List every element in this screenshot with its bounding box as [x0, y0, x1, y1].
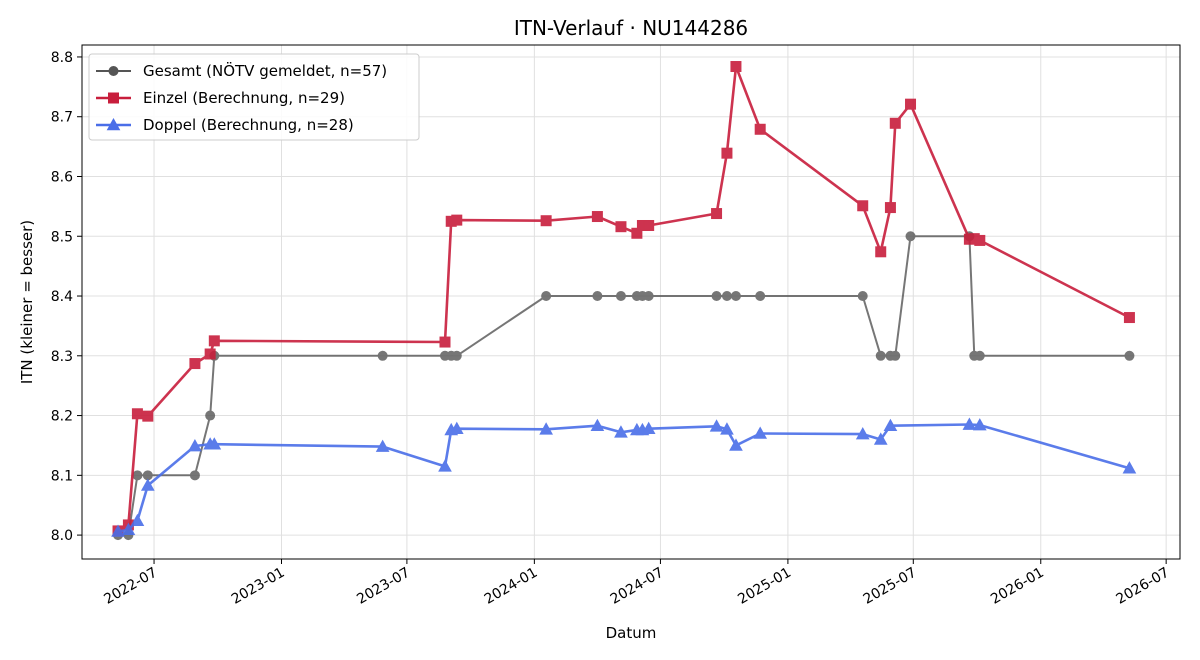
data-point: [142, 410, 154, 422]
y-tick-label: 8.4: [51, 289, 73, 305]
legend-entry: Einzel (Berechnung, n=29): [96, 89, 345, 107]
data-point: [189, 470, 200, 481]
data-point: [974, 234, 986, 246]
legend-entry: Gesamt (NÖTV gemeldet, n=57): [96, 61, 387, 80]
legend: Gesamt (NÖTV gemeldet, n=57) Einzel (Bere…: [88, 53, 420, 141]
data-point: [974, 350, 985, 361]
series-layer: [111, 61, 1137, 541]
data-point: [754, 123, 766, 135]
y-tick-label: 8.1: [51, 468, 73, 484]
data-point: [204, 348, 216, 360]
data-point: [121, 522, 136, 536]
legend-label: Einzel (Berechnung, n=29): [143, 89, 345, 107]
data-point: [720, 422, 734, 435]
data-point: [591, 211, 603, 223]
data-point: [709, 419, 724, 432]
data-point: [905, 231, 916, 242]
data-point: [140, 478, 155, 491]
data-point: [131, 408, 143, 420]
data-point: [643, 291, 654, 302]
data-point: [890, 350, 901, 361]
data-point: [711, 208, 723, 220]
x-axis-label: Datum: [606, 624, 657, 642]
data-point: [451, 214, 463, 226]
data-point: [883, 418, 898, 432]
data-point: [541, 291, 552, 302]
data-point: [592, 291, 603, 302]
data-point: [439, 336, 451, 348]
data-point: [207, 437, 222, 450]
y-tick-label: 8.7: [51, 110, 73, 126]
data-point: [590, 418, 605, 432]
data-point: [188, 439, 202, 452]
data-point: [205, 410, 216, 421]
data-point: [873, 432, 888, 445]
data-point: [730, 291, 741, 302]
chart-title: ITN-Verlauf · NU144286: [514, 16, 748, 40]
y-tick-label: 8.6: [51, 169, 73, 185]
data-point: [962, 417, 977, 430]
data-point: [643, 219, 655, 231]
data-point: [857, 291, 868, 302]
legend-marker: [106, 117, 121, 131]
data-point: [721, 147, 733, 159]
data-point: [755, 291, 766, 302]
data-point: [111, 524, 125, 537]
data-point: [972, 418, 987, 431]
data-point: [438, 459, 452, 472]
data-point: [614, 425, 628, 438]
y-axis-label: ITN (kleiner = besser): [18, 220, 36, 384]
legend-box: [88, 53, 420, 141]
legend-entry: Doppel (Berechnung, n=28): [96, 116, 354, 134]
legend-marker: [108, 92, 119, 104]
data-point: [451, 350, 462, 361]
data-point: [729, 438, 743, 451]
data-point: [857, 200, 869, 212]
data-point: [730, 61, 742, 73]
data-point: [905, 98, 917, 110]
data-point: [189, 358, 201, 370]
data-point: [208, 335, 220, 347]
y-tick-label: 8.2: [51, 409, 73, 425]
data-point: [615, 291, 626, 302]
data-point: [539, 422, 553, 435]
data-point: [889, 117, 901, 129]
data-point: [132, 470, 143, 481]
series-doppel: [111, 417, 1137, 537]
data-point: [884, 202, 896, 214]
y-tick-label: 8.8: [51, 50, 73, 66]
legend-marker: [108, 66, 119, 76]
data-point: [615, 221, 627, 233]
data-point: [449, 421, 464, 435]
y-tick-label: 8.5: [51, 229, 73, 245]
data-point: [875, 350, 886, 361]
y-tick-label: 8.3: [51, 349, 73, 365]
data-point: [375, 439, 390, 452]
data-point: [875, 246, 887, 258]
data-point: [631, 227, 643, 239]
data-point: [855, 427, 870, 440]
legend-label: Doppel (Berechnung, n=28): [143, 116, 354, 134]
data-point: [641, 421, 656, 435]
data-point: [1122, 461, 1137, 474]
plot-frame: [81, 44, 1181, 560]
data-point: [130, 513, 145, 527]
data-point: [711, 291, 722, 302]
data-point: [377, 350, 388, 361]
y-tick-label: 8.0: [51, 528, 73, 544]
data-point: [721, 291, 732, 302]
data-point: [1123, 312, 1135, 324]
data-point: [540, 215, 552, 227]
series-einzel: [112, 61, 1135, 537]
data-point: [753, 426, 768, 439]
legend-label: Gesamt (NÖTV gemeldet, n=57): [143, 61, 387, 80]
data-point: [1124, 350, 1135, 361]
